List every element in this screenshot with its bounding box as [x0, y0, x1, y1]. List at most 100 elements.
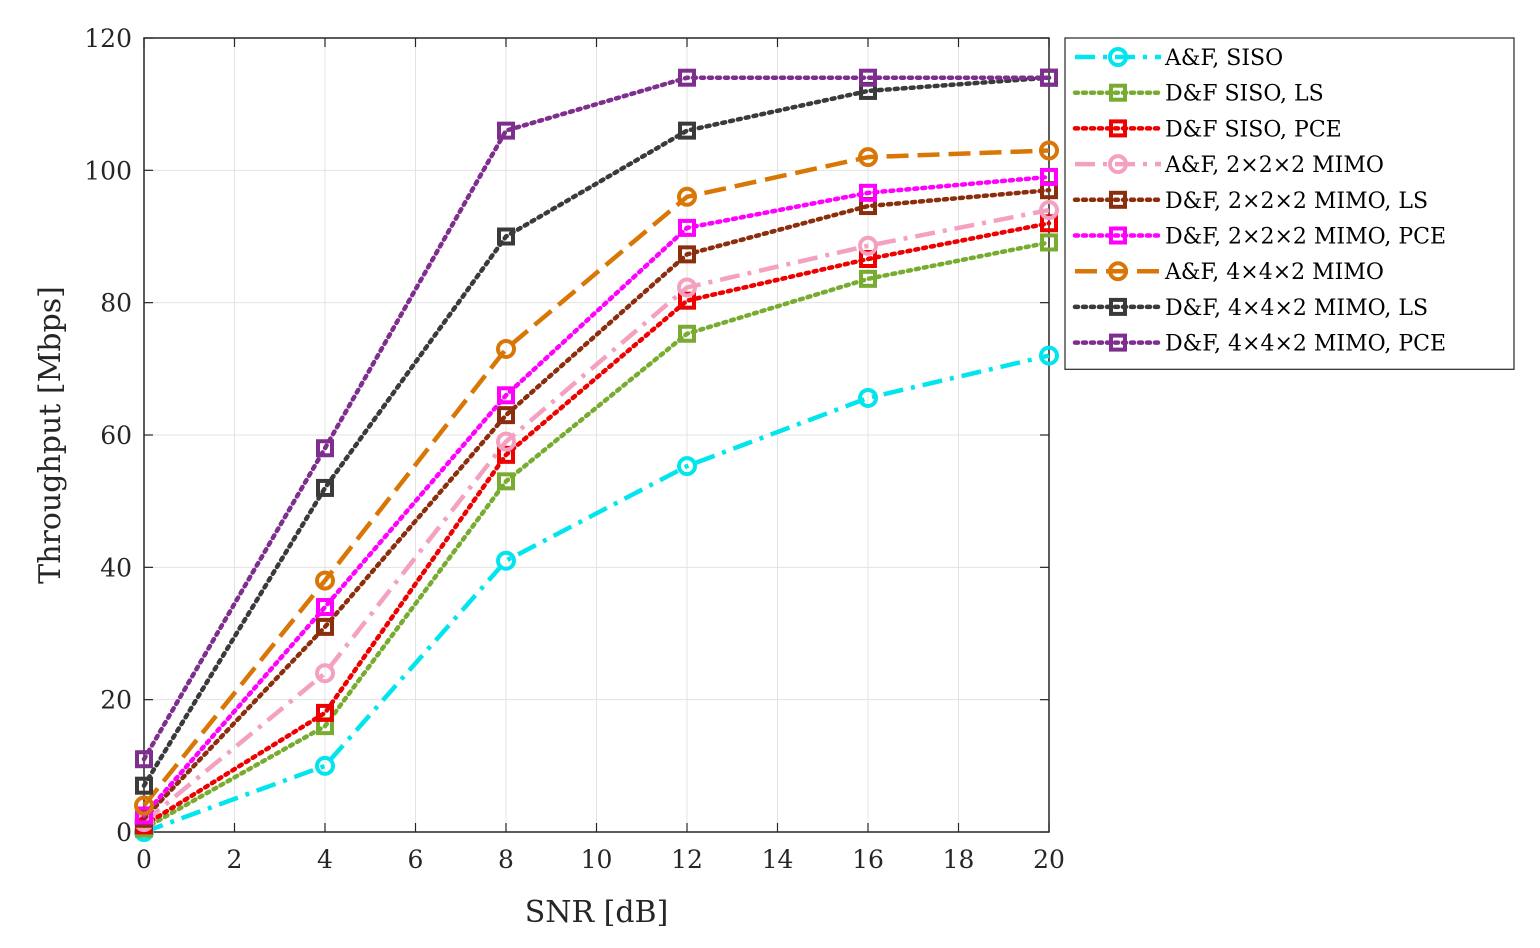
- legend-marker: [1109, 119, 1127, 138]
- data-point: [315, 570, 335, 591]
- legend-label: D&F, 2×2×2 MIMO, PCE: [1165, 225, 1446, 250]
- data-point: [1040, 167, 1058, 186]
- data-point: [316, 439, 334, 458]
- y-tick-label: 120: [84, 24, 132, 53]
- y-tick-label: 0: [116, 818, 132, 847]
- data-point: [678, 68, 696, 87]
- data-point: [135, 776, 153, 795]
- x-tick-label: 20: [1033, 845, 1065, 874]
- data-point: [497, 472, 515, 491]
- data-point: [316, 478, 334, 497]
- data-point: [497, 406, 515, 425]
- data-point: [135, 806, 153, 825]
- data-point: [1039, 140, 1059, 161]
- data-point: [677, 277, 697, 298]
- y-tick-label: 100: [84, 156, 132, 185]
- series-line: [141, 221, 1052, 828]
- data-point: [858, 387, 878, 408]
- legend-marker: [1109, 226, 1127, 245]
- axis-ticks: 0 2 4 6 8 10 12 14 16 18 20 0 20 40 60 80 100 120: [84, 24, 1065, 874]
- data-point: [678, 121, 696, 140]
- x-tick-label: 10: [581, 845, 613, 874]
- legend-item[interactable]: D&F, 4×4×2 MIMO, LS: [1072, 296, 1428, 321]
- data-point: [316, 598, 334, 617]
- data-point: [497, 121, 515, 140]
- legend-item[interactable]: A&F, 4×4×2 MIMO: [1075, 260, 1384, 285]
- x-tick-label: 4: [317, 845, 333, 874]
- series-layer: [134, 68, 1059, 842]
- legend-item[interactable]: D&F, 2×2×2 MIMO, LS: [1072, 189, 1428, 214]
- data-point: [1040, 233, 1058, 252]
- series-line: [142, 148, 1050, 807]
- series-line: [141, 75, 1052, 762]
- series-5: [135, 167, 1058, 825]
- legend-marker: [1108, 261, 1128, 282]
- legend-item[interactable]: D&F, 2×2×2 MIMO, PCE: [1072, 225, 1446, 250]
- series-6: [134, 140, 1059, 816]
- data-point: [1040, 68, 1058, 87]
- legend-item[interactable]: D&F SISO, LS: [1072, 82, 1324, 107]
- data-point: [497, 227, 515, 246]
- legend-marker: [1109, 297, 1127, 316]
- data-point: [858, 147, 878, 168]
- data-point: [316, 617, 334, 636]
- legend-item[interactable]: D&F SISO, PCE: [1072, 117, 1342, 142]
- legend-item[interactable]: D&F, 4×4×2 MIMO, PCE: [1072, 332, 1446, 357]
- x-tick-label: 6: [408, 845, 424, 874]
- series-line: [141, 75, 1052, 788]
- series-8: [135, 68, 1058, 769]
- legend-marker: [1108, 47, 1128, 67]
- legend[interactable]: A&F, SISO D&F SISO, LS D&F SISO, PCE A&F, 2…: [1064, 37, 1515, 370]
- x-axis-title: SNR [dB]: [525, 895, 669, 930]
- y-tick-label: 20: [100, 686, 132, 715]
- legend-label: D&F SISO, PCE: [1165, 117, 1342, 142]
- data-point: [135, 750, 153, 769]
- x-tick-label: 8: [498, 845, 514, 874]
- series-0: [134, 345, 1059, 842]
- data-point: [859, 183, 877, 202]
- data-point: [134, 795, 154, 816]
- data-point: [315, 663, 335, 684]
- legend-label: A&F, 4×4×2 MIMO: [1164, 260, 1384, 285]
- data-point: [496, 550, 516, 571]
- series-line: [141, 174, 1052, 818]
- data-point: [316, 703, 334, 722]
- data-point: [496, 431, 516, 452]
- series-line: [143, 353, 1050, 835]
- x-tick-label: 18: [943, 845, 975, 874]
- data-point: [858, 235, 878, 256]
- legend-marker: [1109, 190, 1127, 209]
- data-point: [677, 456, 697, 477]
- legend-marker: [1109, 333, 1127, 352]
- legend-label: D&F, 2×2×2 MIMO, LS: [1165, 189, 1428, 214]
- series-7: [135, 68, 1058, 795]
- data-point: [678, 245, 696, 264]
- y-tick-label: 40: [100, 553, 132, 582]
- y-tick-label: 60: [100, 421, 132, 450]
- data-point: [315, 755, 335, 776]
- legend-label: D&F, 4×4×2 MIMO, LS: [1165, 296, 1428, 321]
- data-point: [1039, 200, 1059, 221]
- data-point: [677, 186, 697, 207]
- legend-label: A&F, 2×2×2 MIMO: [1164, 153, 1384, 178]
- series-line: [142, 207, 1050, 824]
- x-tick-label: 14: [762, 845, 794, 874]
- legend-marker: [1108, 154, 1128, 175]
- series-line: [141, 187, 1052, 822]
- data-point: [859, 269, 877, 288]
- x-tick-label: 0: [136, 845, 152, 874]
- data-point: [497, 386, 515, 405]
- legend-label: D&F, 4×4×2 MIMO, PCE: [1165, 332, 1446, 357]
- legend-label: A&F, SISO: [1164, 46, 1283, 71]
- data-point: [496, 338, 516, 359]
- data-point: [1039, 345, 1059, 366]
- legend-marker: [1109, 83, 1127, 102]
- legend-item[interactable]: A&F, 2×2×2 MIMO: [1075, 153, 1384, 178]
- legend-label: D&F SISO, LS: [1165, 82, 1324, 107]
- data-point: [678, 324, 696, 343]
- series-line: [141, 240, 1052, 831]
- data-point: [678, 218, 696, 237]
- legend-item[interactable]: A&F, SISO: [1075, 46, 1283, 71]
- x-tick-label: 12: [671, 845, 703, 874]
